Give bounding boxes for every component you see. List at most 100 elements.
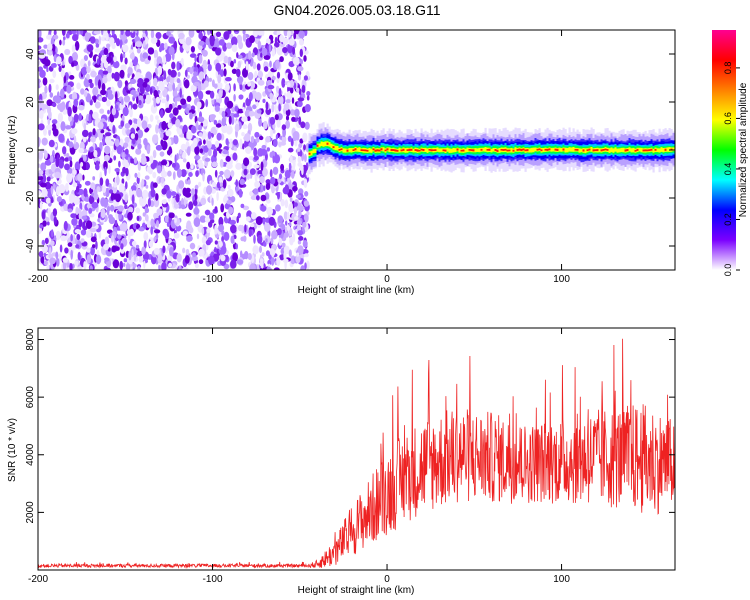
noise-speck: [265, 250, 270, 257]
noise-speck: [254, 131, 260, 138]
noise-speck: [248, 92, 253, 102]
signal-band-cell: [372, 148, 375, 151]
noise-speck: [122, 166, 127, 174]
noise-speck: [153, 229, 161, 234]
noise-speck: [262, 98, 266, 103]
noise-speck: [118, 160, 121, 168]
noise-speck: [198, 162, 204, 169]
noise-speck: [204, 209, 211, 216]
noise-speck: [80, 162, 84, 167]
noise-speck: [67, 208, 73, 213]
noise-speck: [136, 47, 141, 54]
noise-speck: [135, 244, 140, 249]
noise-speck: [264, 222, 271, 232]
noise-speck: [71, 62, 75, 67]
noise-speck: [245, 216, 251, 222]
noise-speck: [271, 248, 275, 258]
noise-speck: [241, 224, 244, 234]
noise-speck: [107, 93, 114, 100]
signal-band-cell: [592, 149, 595, 152]
noise-speck: [236, 68, 241, 78]
noise-speck: [86, 65, 91, 74]
noise-speck: [204, 216, 211, 223]
noise-speck: [275, 134, 279, 140]
noise-speck: [93, 30, 101, 35]
noise-speck: [255, 216, 263, 226]
noise-speck: [285, 220, 288, 226]
noise-speck: [122, 159, 129, 167]
noise-speck: [276, 118, 281, 128]
noise-speck: [269, 116, 276, 125]
noise-speck: [261, 47, 268, 57]
noise-speck: [158, 265, 161, 270]
noise-speck: [291, 97, 295, 104]
noise-speck: [135, 72, 142, 77]
noise-speck: [228, 206, 234, 215]
noise-speck: [142, 189, 149, 199]
noise-speck: [108, 189, 114, 194]
noise-speck: [173, 232, 180, 239]
noise-speck: [225, 125, 233, 135]
noise-speck: [95, 163, 100, 171]
signal-band-cell: [358, 147, 361, 152]
noise-speck: [38, 66, 43, 72]
noise-speck: [176, 253, 182, 263]
noise-speck: [115, 38, 121, 47]
signal-band-cell: [654, 148, 657, 151]
noise-speck: [115, 91, 118, 102]
noise-speck: [165, 130, 172, 137]
noise-speck: [119, 183, 125, 193]
noise-speck: [272, 138, 278, 148]
noise-speck: [121, 115, 125, 122]
noise-speck: [242, 205, 250, 211]
noise-speck: [209, 34, 215, 44]
noise-speck: [181, 197, 184, 206]
noise-speck: [95, 43, 100, 48]
noise-speck: [232, 252, 239, 262]
noise-speck: [247, 253, 252, 260]
noise-speck: [52, 63, 57, 68]
noise-speck: [134, 133, 139, 141]
noise-speck: [66, 84, 72, 94]
signal-band-cell: [464, 148, 467, 153]
noise-speck: [113, 182, 118, 188]
noise-speck: [43, 128, 47, 136]
noise-speck: [86, 203, 93, 210]
noise-speck: [178, 180, 185, 189]
noise-speck: [195, 121, 199, 130]
noise-speck: [107, 65, 112, 75]
noise-speck: [94, 63, 101, 68]
noise-speck: [306, 170, 310, 178]
noise-speck: [276, 45, 284, 56]
noise-speck: [170, 191, 177, 196]
signal-band-cell: [582, 149, 585, 152]
signal-band-cell: [626, 149, 629, 152]
signal-band-cell: [488, 148, 491, 151]
signal-band-cell: [336, 146, 339, 151]
noise-speck: [235, 243, 238, 250]
noise-speck: [159, 46, 162, 53]
noise-speck: [249, 35, 255, 44]
noise-speck: [292, 185, 298, 192]
signal-band-cell: [310, 150, 313, 156]
noise-speck: [161, 98, 167, 104]
signal-band-cell: [400, 149, 403, 152]
signal-band-cell: [346, 149, 349, 152]
noise-speck: [157, 65, 163, 76]
noise-speck: [241, 116, 248, 122]
noise-speck: [272, 166, 279, 175]
signal-band-cell: [340, 148, 343, 151]
noise-speck: [52, 128, 59, 137]
noise-speck: [239, 178, 245, 185]
noise-speck: [292, 233, 296, 243]
noise-speck: [248, 50, 252, 60]
noise-speck: [233, 113, 240, 118]
noise-speck: [177, 84, 180, 92]
signal-band-cell: [578, 148, 581, 153]
noise-speck: [299, 38, 304, 46]
noise-speck: [296, 252, 300, 257]
noise-speck: [72, 34, 79, 42]
noise-speck: [85, 161, 90, 171]
noise-speck: [242, 143, 245, 150]
noise-speck: [104, 145, 111, 155]
